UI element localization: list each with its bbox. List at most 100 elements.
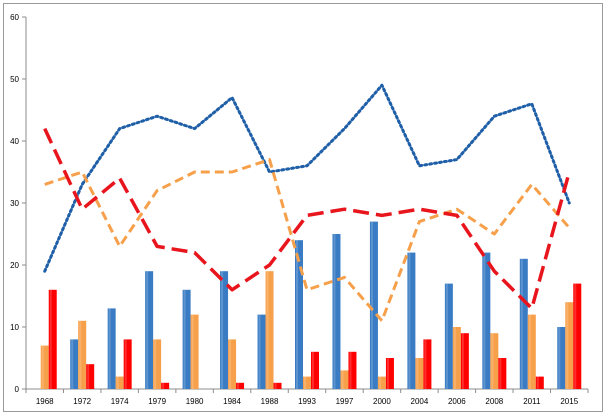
bar-highlight	[408, 252, 411, 389]
y-tick-label: 40	[10, 137, 19, 146]
x-tick-label: 1972	[73, 397, 91, 406]
bar-highlight	[520, 258, 523, 389]
bar	[236, 382, 245, 389]
bar	[107, 308, 116, 389]
x-tick-label: 1974	[111, 397, 129, 406]
bar	[423, 339, 432, 389]
bar	[490, 333, 499, 389]
bar-highlight	[558, 327, 561, 389]
bar	[557, 327, 566, 389]
bar	[460, 333, 469, 389]
y-tick-label: 10	[10, 323, 19, 332]
bar-highlight	[378, 376, 381, 389]
x-tick-label: 1968	[36, 397, 54, 406]
x-tick-label: 2011	[523, 397, 541, 406]
bar	[228, 339, 237, 389]
bar	[115, 376, 124, 389]
bar-highlight	[41, 345, 44, 389]
bar-highlight	[154, 339, 157, 389]
combo-chart: 0 10 20 30 40 50 60 1968 1972 1974 1979 1980 1984 198…	[10, 13, 589, 406]
bar-highlight	[461, 333, 464, 389]
bar-highlight	[453, 327, 456, 389]
bar-highlight	[146, 271, 149, 389]
y-tick-label: 50	[10, 75, 19, 84]
bar-highlight	[183, 289, 186, 389]
series-line	[44, 158, 571, 323]
bar	[519, 258, 528, 389]
bar-highlight	[528, 314, 531, 389]
bar	[220, 271, 229, 389]
bar-highlight	[304, 376, 306, 389]
bar-highlight	[536, 376, 539, 389]
bar	[311, 351, 319, 389]
bar	[257, 314, 266, 389]
bar	[123, 339, 132, 389]
bar	[40, 345, 49, 389]
y-tick-label: 30	[10, 199, 19, 208]
x-tick-label: 1997	[336, 397, 354, 406]
bar	[415, 358, 424, 389]
x-tick-label: 1993	[298, 397, 316, 406]
bar-highlight	[333, 234, 336, 389]
x-tick-label: 2000	[373, 397, 391, 406]
bar-highlight	[483, 252, 486, 389]
bar	[573, 283, 582, 389]
bar	[377, 376, 386, 389]
bar-highlight	[296, 240, 298, 389]
series-line	[43, 83, 571, 273]
bar-highlight	[574, 283, 577, 389]
bar-highlight	[424, 339, 427, 389]
bar	[273, 382, 282, 389]
bar	[340, 370, 349, 389]
bar	[182, 289, 191, 389]
bar	[498, 358, 507, 389]
bar	[452, 327, 461, 389]
x-tick-label: 1984	[223, 397, 241, 406]
bar	[332, 234, 341, 389]
x-tick-label: 1979	[148, 397, 166, 406]
y-tick-label: 20	[10, 261, 19, 270]
bar-highlight	[445, 283, 448, 389]
bar	[145, 271, 154, 389]
y-tick-label: 60	[10, 13, 19, 22]
bar-highlight	[162, 382, 165, 389]
x-tick-label: 2015	[560, 397, 578, 406]
bar-highlight	[191, 314, 194, 389]
bar-highlight	[499, 358, 502, 389]
bar-highlight	[341, 370, 344, 389]
bar	[385, 358, 394, 389]
bar-highlight	[49, 289, 52, 389]
bar-highlight	[237, 382, 240, 389]
bar	[369, 221, 378, 389]
bar-highlight	[71, 339, 74, 389]
x-tick-label: 1988	[261, 397, 279, 406]
bar-highlight	[312, 351, 314, 389]
x-tick-label: 2004	[411, 397, 429, 406]
x-tick-label: 1980	[186, 397, 204, 406]
x-tick-label: 2006	[448, 397, 466, 406]
bar	[70, 339, 79, 389]
bar-highlight	[370, 221, 373, 389]
bar	[527, 314, 536, 389]
bar-highlight	[349, 351, 352, 389]
bar	[348, 351, 357, 389]
bar	[295, 240, 303, 389]
bar	[444, 283, 453, 389]
bar-highlight	[87, 364, 90, 389]
bar	[190, 314, 199, 389]
y-tick-label: 0	[15, 385, 20, 394]
bar	[482, 252, 491, 389]
bar	[86, 364, 95, 389]
bar	[565, 302, 574, 389]
bar-highlight	[491, 333, 494, 389]
bar	[535, 376, 544, 389]
bar-highlight	[108, 308, 111, 389]
chart-frame: 0 10 20 30 40 50 60 1968 1972 1974 1979 1980 1984 198…	[3, 3, 603, 412]
bar-highlight	[258, 314, 261, 389]
bar-highlight	[229, 339, 232, 389]
bar	[407, 252, 416, 389]
bar-highlight	[416, 358, 419, 389]
bar-highlight	[124, 339, 127, 389]
bar	[153, 339, 162, 389]
x-tick-label: 2008	[485, 397, 503, 406]
